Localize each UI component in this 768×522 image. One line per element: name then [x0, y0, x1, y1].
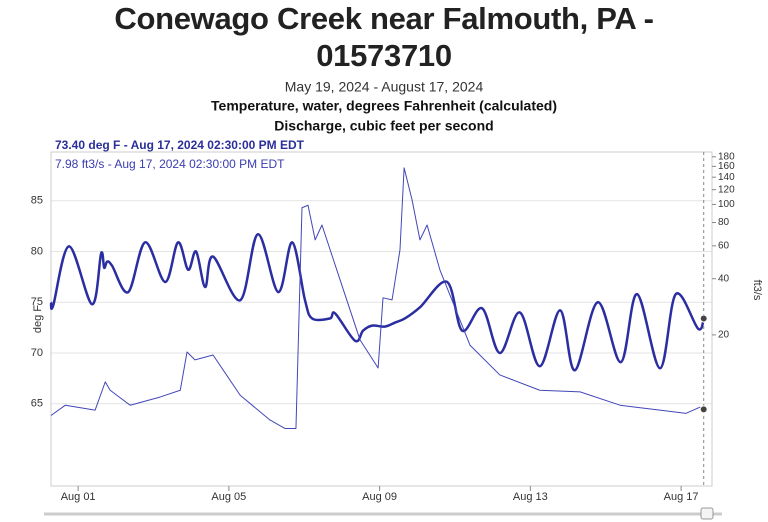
date-range: May 19, 2024 - August 17, 2024 [285, 79, 484, 95]
chart-title: Conewago Creek near Falmouth, PA - 01573… [114, 1, 654, 73]
plot-frame [50, 151, 713, 487]
y2-tick-label: 140 [718, 172, 735, 183]
y-tick-label: 75 [31, 296, 43, 308]
last-point [699, 314, 708, 323]
y-tick-label: 85 [31, 195, 43, 207]
y2-axis-title: ft3/s [751, 280, 763, 301]
x-tick-label: Aug 05 [211, 491, 246, 503]
parameter-title: Temperature, water, degrees Fahrenheit (… [211, 98, 557, 114]
y2-tick-label: 180 [718, 151, 735, 162]
y2-tick-label: 100 [718, 199, 735, 210]
series-line [50, 167, 704, 430]
x-tick-label: Aug 01 [61, 491, 96, 503]
y2-tick-label: 80 [718, 217, 730, 228]
y2-tick-label: 40 [718, 273, 730, 284]
x-tick-label: Aug 09 [362, 491, 397, 503]
y2-tick-label: 20 [718, 330, 730, 341]
y-tick-label: 70 [31, 347, 43, 359]
series-line [49, 232, 705, 372]
parameter-title: Discharge, cubic feet per second [274, 118, 493, 134]
legend-entry[interactable]: 7.98 ft3/s - Aug 17, 2024 02:30:00 PM ED… [55, 157, 285, 171]
y2-tick-label: 120 [718, 184, 735, 195]
y2-tick-label: 60 [718, 240, 730, 251]
last-point [699, 405, 708, 414]
y-tick-label: 80 [31, 245, 43, 257]
y-tick-label: 65 [31, 398, 43, 410]
x-tick-label: Aug 13 [513, 491, 548, 503]
slider-handle[interactable] [700, 507, 714, 520]
x-tick-label: Aug 17 [664, 491, 699, 503]
y-axis-title: deg F [32, 305, 44, 333]
legend-entry[interactable]: 73.40 deg F - Aug 17, 2024 02:30:00 PM E… [55, 138, 305, 152]
y2-tick-label: 160 [718, 161, 735, 172]
